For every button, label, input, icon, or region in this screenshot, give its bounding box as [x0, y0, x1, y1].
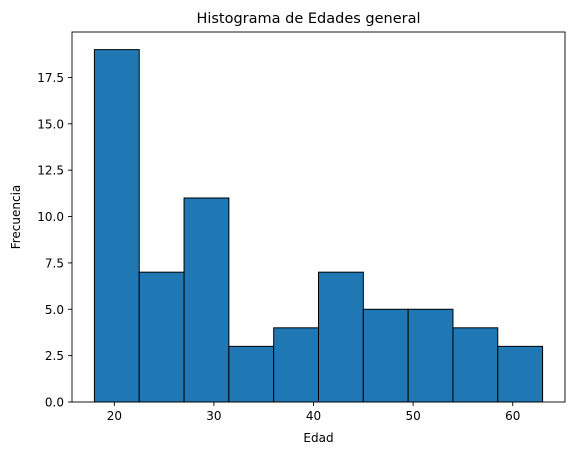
x-tick-label: 30: [206, 409, 221, 423]
histogram-bar: [318, 271, 364, 403]
histogram-bar: [452, 327, 499, 403]
y-tick-label: 0.0: [45, 396, 64, 410]
y-tick-label: 10.0: [37, 210, 64, 224]
x-tick-label: 40: [306, 409, 321, 423]
histogram-bar: [497, 345, 544, 403]
y-tick-label: 5.0: [45, 303, 64, 317]
y-tick-label: 2.5: [45, 349, 64, 363]
chart-title: Histograma de Edades general: [196, 11, 420, 27]
y-axis: 0.0 2.5 5.0 7.5 10.0 12.5 15.0 17.5: [37, 71, 72, 410]
histogram-bar: [228, 345, 275, 403]
histogram-bar: [407, 308, 454, 403]
x-tick-label: 60: [505, 409, 520, 423]
y-tick-label: 7.5: [45, 256, 64, 270]
histogram-bar: [183, 197, 230, 403]
histogram-bar: [362, 308, 409, 403]
histogram-bar: [273, 327, 320, 403]
x-axis-label: Edad: [303, 431, 333, 445]
y-tick-label: 15.0: [37, 117, 64, 131]
y-tick-label: 12.5: [37, 164, 64, 178]
plot-frame: [71, 31, 566, 403]
y-tick-label: 17.5: [37, 71, 64, 85]
y-axis-label: Frecuencia: [9, 185, 23, 250]
x-axis: 20 30 40 50 60: [107, 402, 520, 423]
histogram-bar: [138, 271, 185, 403]
bars-group: [93, 49, 544, 403]
x-tick-label: 50: [405, 409, 420, 423]
x-tick-label: 20: [107, 409, 122, 423]
histogram-bar: [93, 49, 140, 403]
